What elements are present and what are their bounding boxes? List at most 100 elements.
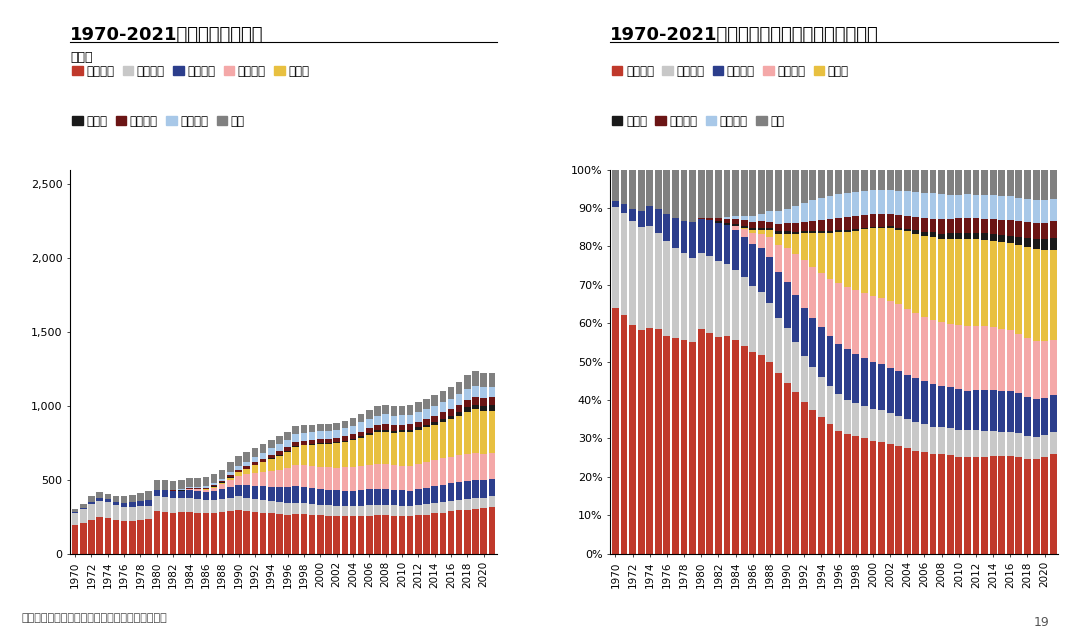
Bar xyxy=(357,414,364,422)
Bar xyxy=(989,195,997,219)
Bar xyxy=(96,517,103,554)
Bar xyxy=(129,495,136,502)
Bar xyxy=(646,227,653,328)
Bar xyxy=(989,219,997,234)
Bar xyxy=(741,229,747,237)
Bar xyxy=(300,515,307,554)
Bar xyxy=(146,519,152,554)
Bar xyxy=(105,499,111,502)
Bar xyxy=(939,454,945,554)
Bar xyxy=(741,170,747,216)
Bar xyxy=(921,170,928,193)
Bar xyxy=(775,272,782,318)
Bar xyxy=(399,506,405,516)
Bar xyxy=(843,218,851,230)
Bar xyxy=(715,218,721,221)
Bar xyxy=(318,431,324,439)
Bar xyxy=(1050,340,1056,395)
Bar xyxy=(1024,247,1031,338)
Bar xyxy=(612,207,619,308)
Bar xyxy=(366,465,373,489)
Bar xyxy=(105,493,111,499)
Bar xyxy=(981,457,988,554)
Bar xyxy=(203,477,210,486)
Bar xyxy=(194,491,201,499)
Bar xyxy=(382,415,389,424)
Bar xyxy=(835,431,842,554)
Bar xyxy=(129,502,136,507)
Bar xyxy=(843,400,851,434)
Bar xyxy=(415,464,421,489)
Bar xyxy=(689,170,697,222)
Bar xyxy=(1007,391,1014,432)
Bar xyxy=(861,170,868,191)
Bar xyxy=(472,410,478,453)
Bar xyxy=(1007,330,1014,391)
Bar xyxy=(663,170,671,214)
Bar xyxy=(732,270,739,340)
Bar xyxy=(260,459,267,461)
Bar xyxy=(366,435,373,465)
Bar xyxy=(895,445,902,554)
Bar xyxy=(431,486,438,503)
Bar xyxy=(276,444,283,451)
Bar xyxy=(775,373,782,554)
Bar xyxy=(706,333,713,554)
Bar xyxy=(423,410,430,419)
Bar xyxy=(357,490,364,506)
Bar xyxy=(350,506,356,516)
Bar xyxy=(137,520,144,554)
Bar xyxy=(300,445,307,465)
Bar xyxy=(947,218,954,233)
Bar xyxy=(869,362,876,408)
Bar xyxy=(887,227,893,228)
Bar xyxy=(784,383,791,554)
Bar xyxy=(887,368,893,413)
Bar xyxy=(153,490,160,496)
Bar xyxy=(137,506,144,520)
Bar xyxy=(724,264,730,336)
Bar xyxy=(775,234,782,245)
Bar xyxy=(481,508,487,554)
Bar xyxy=(1007,220,1014,236)
Bar xyxy=(956,233,962,239)
Bar xyxy=(784,231,791,234)
Bar xyxy=(895,305,902,371)
Bar xyxy=(956,239,962,325)
Bar xyxy=(186,511,193,554)
Bar xyxy=(758,292,765,355)
Bar xyxy=(793,170,799,206)
Bar xyxy=(391,406,397,416)
Bar xyxy=(758,248,765,292)
Bar xyxy=(972,430,980,457)
Bar xyxy=(904,191,910,216)
Bar xyxy=(989,456,997,554)
Bar xyxy=(939,386,945,428)
Bar xyxy=(732,340,739,554)
Bar xyxy=(784,223,791,231)
Bar xyxy=(800,231,808,234)
Bar xyxy=(621,204,627,212)
Bar xyxy=(407,506,414,516)
Bar xyxy=(112,506,119,520)
Bar xyxy=(488,507,495,554)
Bar xyxy=(1041,170,1048,200)
Bar xyxy=(818,233,825,273)
Bar xyxy=(243,469,249,474)
Bar xyxy=(921,424,928,452)
Bar xyxy=(105,502,111,518)
Bar xyxy=(235,476,242,484)
Bar xyxy=(843,193,851,218)
Bar xyxy=(921,452,928,554)
Bar xyxy=(741,225,747,228)
Bar xyxy=(939,170,945,195)
Bar xyxy=(758,230,765,234)
Bar xyxy=(921,193,928,218)
Bar xyxy=(472,386,478,397)
Bar xyxy=(646,170,653,205)
Bar xyxy=(325,506,332,516)
Bar xyxy=(488,387,495,397)
Bar xyxy=(276,487,283,502)
Bar xyxy=(637,227,645,330)
Bar xyxy=(998,220,1005,235)
